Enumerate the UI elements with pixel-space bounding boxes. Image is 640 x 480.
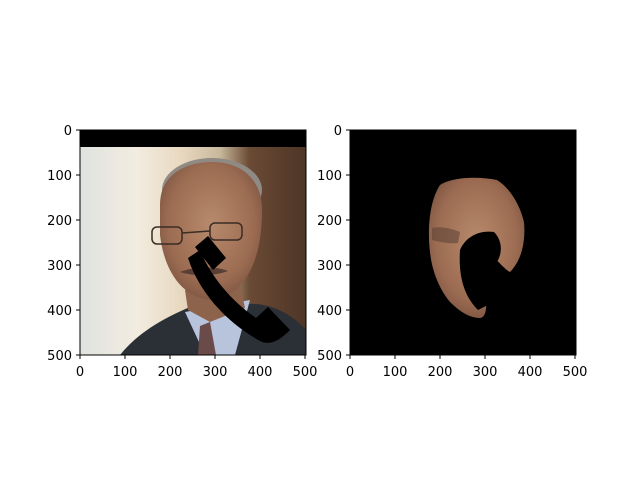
- occluder-shape: [188, 236, 290, 343]
- top-black-band: [80, 130, 306, 147]
- x-tick-label: 100: [113, 365, 138, 380]
- y-tick-label: 400: [47, 304, 72, 319]
- x-tick-label: 100: [383, 365, 408, 380]
- left-y-tick-labels: 0 100 200 300 400 500: [47, 124, 72, 364]
- y-tick-label: 300: [47, 259, 72, 274]
- y-tick-label: 0: [64, 124, 72, 139]
- left-x-tick-labels: 0 100 200 300 400 500: [76, 365, 318, 380]
- right-image-panel: [350, 130, 576, 355]
- face: [160, 162, 262, 300]
- x-tick-label: 300: [473, 365, 498, 380]
- y-tick-label: 100: [47, 169, 72, 184]
- tie: [198, 322, 216, 355]
- y-tick-label: 300: [317, 259, 342, 274]
- y-tick-label: 200: [317, 214, 342, 229]
- x-tick-label: 400: [248, 365, 273, 380]
- y-tick-label: 500: [317, 349, 342, 364]
- x-tick-label: 500: [293, 365, 318, 380]
- x-tick-label: 0: [76, 365, 84, 380]
- right-x-tick-labels: 0 100 200 300 400 500: [346, 365, 588, 380]
- x-tick-label: 500: [563, 365, 588, 380]
- y-tick-label: 100: [317, 169, 342, 184]
- y-tick-label: 400: [317, 304, 342, 319]
- glasses: [151, 222, 243, 245]
- x-tick-label: 0: [346, 365, 354, 380]
- segmented-glasses: [432, 227, 460, 244]
- x-tick-label: 200: [158, 365, 183, 380]
- x-tick-label: 200: [428, 365, 453, 380]
- y-tick-label: 0: [334, 124, 342, 139]
- left-image-panel: [80, 130, 306, 355]
- x-tick-label: 300: [203, 365, 228, 380]
- right-y-tick-labels: 0 100 200 300 400 500: [317, 124, 342, 364]
- left-axes-frame: [79, 129, 307, 356]
- y-tick-label: 200: [47, 214, 72, 229]
- right-axes-frame: [349, 129, 577, 356]
- y-tick-label: 500: [47, 349, 72, 364]
- tick-marks: [76, 129, 576, 359]
- occlusion-hole: [459, 231, 501, 310]
- x-tick-label: 400: [518, 365, 543, 380]
